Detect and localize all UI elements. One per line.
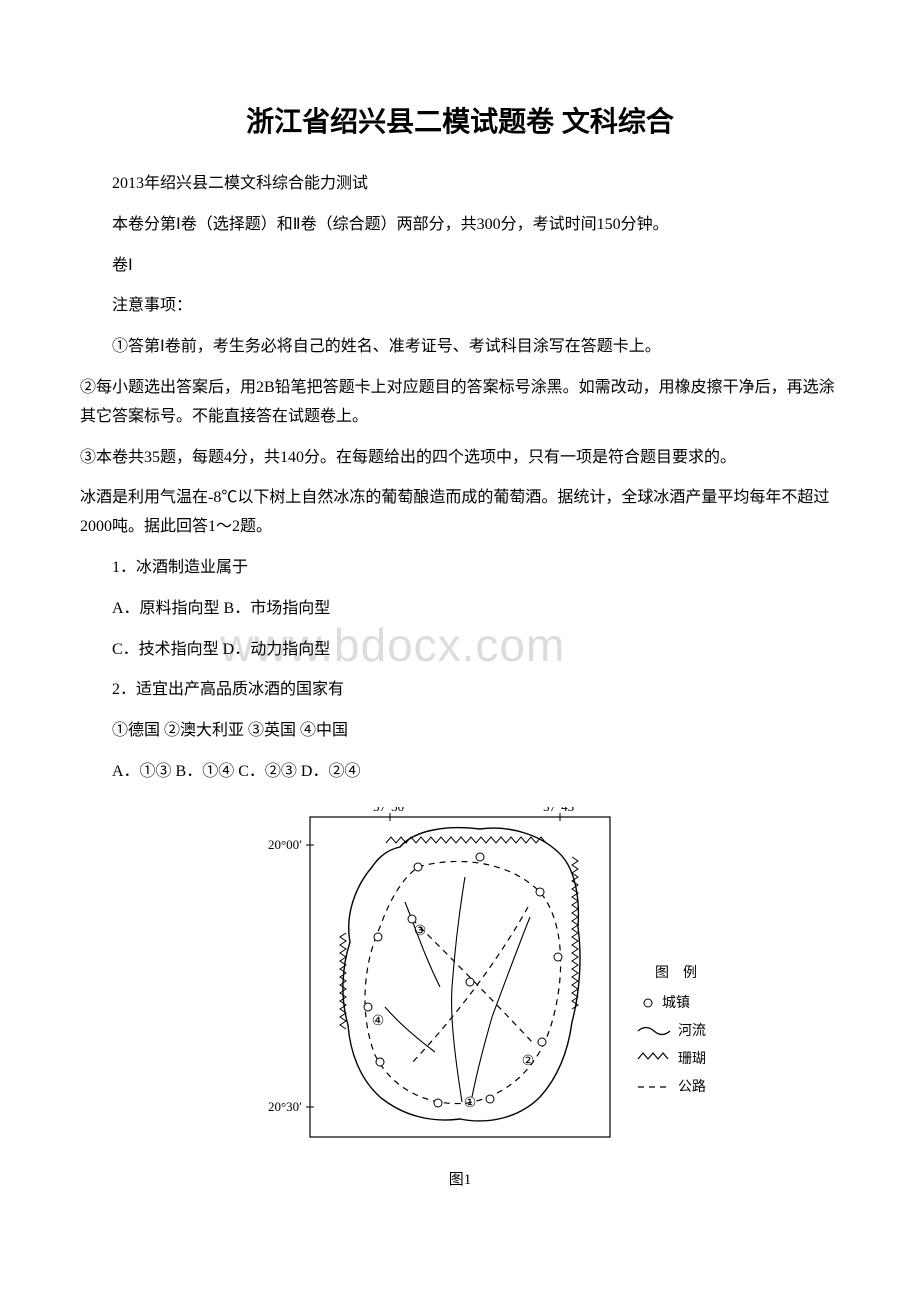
question-1-options-ab: A．原料指向型 B．市场指向型 [80,595,840,624]
notice-item-1: ①答第Ⅰ卷前，考生务必将自己的姓名、准考证号、考试科目涂写在答题卡上。 [80,333,840,362]
marker-1: ① [464,1096,477,1111]
notice-item-3: ③本卷共35题，每题4分，共140分。在每题给出的四个选项中，只有一项是符合题目… [80,444,840,473]
passage-text: 冰酒是利用气温在-8℃以下树上自然冰冻的葡萄酿造而成的葡萄酒。据统计，全球冰酒产… [80,484,840,542]
legend-town: 城镇 [662,995,690,1011]
legend-reef: 珊瑚 [678,1051,706,1067]
question-2-choices: ①德国 ②澳大利亚 ③英国 ④中国 [80,717,840,746]
legend-river: 河流 [678,1023,706,1039]
notice-heading: 注意事项： [80,292,840,321]
lon-left-label: 57°30′ [373,807,407,814]
lon-right-label: 57°45′ [543,807,577,814]
lat-bottom-label: 20°30′ [268,1099,302,1114]
question-2: 2．适宜出产高品质冰酒的国家有 [80,676,840,705]
question-1-options-cd: C．技术指向型 D．动力指向型 [80,636,840,665]
marker-4: ④ [372,1014,385,1029]
legend: 图 例 城镇 河流 珊瑚 公路 [638,965,706,1095]
notice-item-2: ②每小题选出答案后，用2B铅笔把答题卡上对应题目的答案标号涂黑。如需改动，用橡皮… [80,374,840,432]
question-1: 1．冰酒制造业属于 [80,554,840,583]
question-2-options: A．①③ B．①④ C．②③ D．②④ [80,758,840,787]
legend-road: 公路 [678,1079,706,1095]
section-label: 卷Ⅰ [80,252,840,281]
intro-paragraph: 本卷分第Ⅰ卷（选择题）和Ⅱ卷（综合题）两部分，共300分，考试时间150分钟。 [80,211,840,240]
figure-1: 57°30′ 57°45′ 20°00′ 20°30′ [80,807,840,1189]
figure-caption: 图1 [80,1168,840,1189]
page-title: 浙江省绍兴县二模试题卷 文科综合 [80,100,840,140]
map-svg: 57°30′ 57°45′ 20°00′ 20°30′ [180,807,740,1157]
subtitle: 2013年绍兴县二模文科综合能力测试 [80,170,840,199]
marker-3: ③ [414,924,427,939]
marker-2: ② [522,1054,535,1069]
legend-title: 图 例 [655,965,697,981]
lat-top-label: 20°00′ [268,837,302,852]
